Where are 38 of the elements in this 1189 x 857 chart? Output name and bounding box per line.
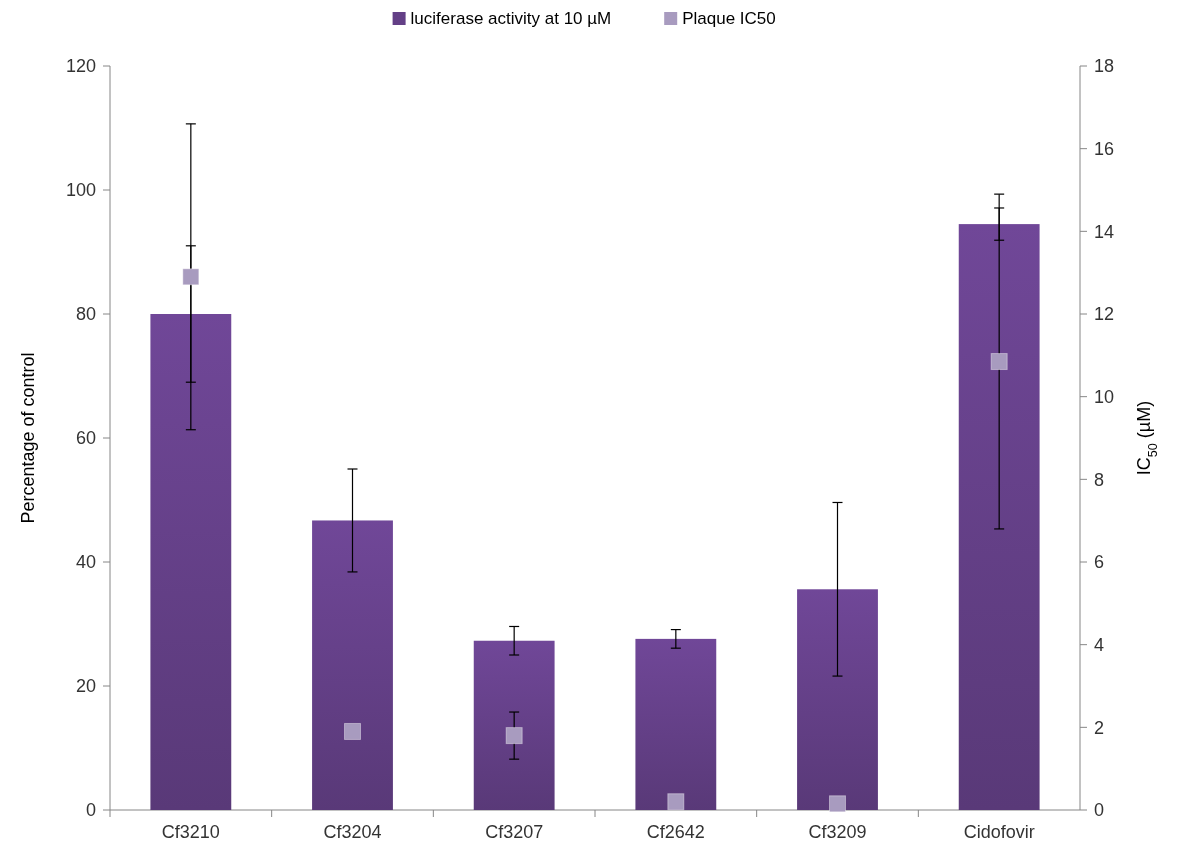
point — [829, 795, 846, 813]
y-tick-label: 60 — [75, 428, 96, 449]
y2-tick-label: 14 — [1094, 221, 1115, 242]
x-tick-label: Cf3209 — [808, 822, 867, 842]
point — [990, 353, 1008, 371]
bar — [150, 314, 232, 810]
y2-tick-label: 12 — [1094, 304, 1115, 325]
y-tick-label: 40 — [75, 552, 96, 573]
y2-tick-label: 6 — [1094, 552, 1105, 573]
x-tick-label: Cf3210 — [161, 822, 220, 842]
bar — [473, 640, 555, 810]
point — [505, 727, 523, 745]
bar — [958, 224, 1040, 810]
y2-tick-label: 4 — [1094, 634, 1105, 655]
y-tick-label: 0 — [85, 800, 96, 821]
x-tick-label: Cf2642 — [646, 822, 705, 842]
y2-tick-label: 2 — [1094, 717, 1105, 738]
y2-tick-label: 18 — [1094, 56, 1115, 77]
x-tick-label: Cf3207 — [485, 822, 544, 842]
y-axis-title: Percentage of control — [18, 352, 38, 524]
y2-tick-label: 8 — [1094, 469, 1105, 490]
legend-label: luciferase activity at 10 µM — [410, 8, 612, 28]
y2-tick-label: 10 — [1094, 386, 1115, 407]
point — [182, 268, 200, 286]
y-tick-label: 80 — [75, 304, 96, 325]
y-tick-label: 100 — [65, 180, 96, 201]
y2-tick-label: 16 — [1094, 138, 1115, 159]
y-tick-label: 120 — [65, 56, 96, 77]
point — [344, 722, 361, 740]
y2-tick-label: 0 — [1094, 800, 1105, 821]
legend-label: Plaque IC50 — [682, 8, 776, 28]
point — [667, 793, 685, 811]
bar — [635, 638, 717, 810]
bar — [797, 589, 878, 810]
x-tick-label: Cidofovir — [963, 822, 1035, 842]
y-tick-label: 20 — [75, 676, 96, 697]
bar — [312, 520, 393, 810]
x-tick-label: Cf3204 — [323, 822, 382, 842]
